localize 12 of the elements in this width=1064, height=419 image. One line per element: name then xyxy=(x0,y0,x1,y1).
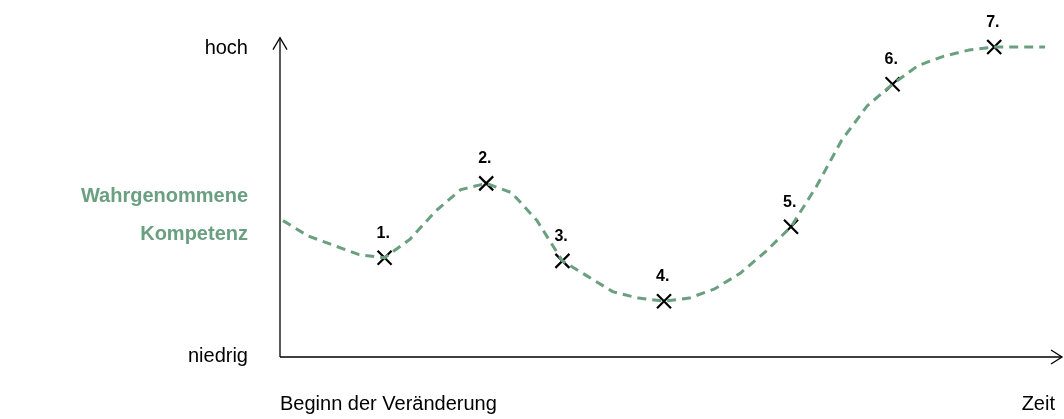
annotation: 6. xyxy=(884,50,898,68)
annotation: 5. xyxy=(783,192,797,210)
annotation: 2. xyxy=(478,149,492,167)
text: hoch xyxy=(204,36,248,58)
x-axis-title: Zeit xyxy=(1021,392,1056,414)
annotation: 4. xyxy=(656,267,670,285)
text: niedrig xyxy=(187,344,248,366)
annotation: 1. xyxy=(376,223,390,241)
text: Beginn der Veränderung xyxy=(280,392,497,414)
annotation: 7. xyxy=(986,13,1000,30)
y-axis-title: Wahrgenommene Kompetenz xyxy=(80,184,248,244)
annotation: 3. xyxy=(554,226,568,244)
